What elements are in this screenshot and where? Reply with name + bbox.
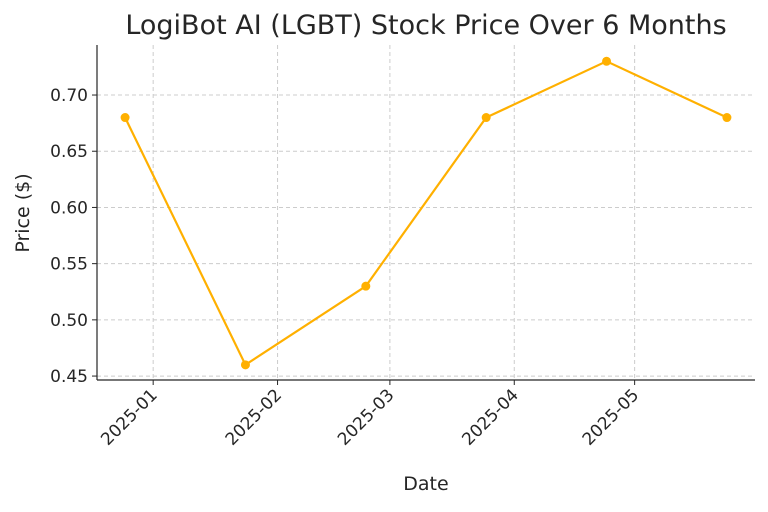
ticks: 0.45 0.50 0.55 0.60 0.65 0.70 2025-01 2025-02 20… [50,86,643,450]
y-axis-label: Price ($) [12,173,34,252]
y-tick-label: 0.60 [50,198,88,218]
y-tick-label: 0.50 [50,311,88,331]
data-point [361,281,371,291]
chart-title: LogiBot AI (LGBT) Stock Price Over 6 Mon… [125,10,726,41]
x-axis-label: Date [403,473,448,495]
x-tick-label: 2025-03 [334,385,398,449]
x-tick-label: 2025-02 [222,385,286,449]
data-point [722,113,732,123]
y-tick-label: 0.65 [50,142,88,162]
series-line [124,60,728,367]
x-tick-label: 2025-04 [458,385,522,449]
x-tick-label: 2025-05 [579,385,643,449]
axes [96,45,755,381]
y-tick-label: 0.55 [50,255,88,275]
data-point [240,360,250,370]
x-tick-label: 2025-01 [97,385,161,449]
data-point [602,56,612,66]
data-point [120,113,130,123]
series [120,56,732,370]
grid [97,45,755,380]
data-point [481,113,491,123]
y-tick-label: 0.70 [50,86,88,106]
y-tick-label: 0.45 [50,367,88,387]
